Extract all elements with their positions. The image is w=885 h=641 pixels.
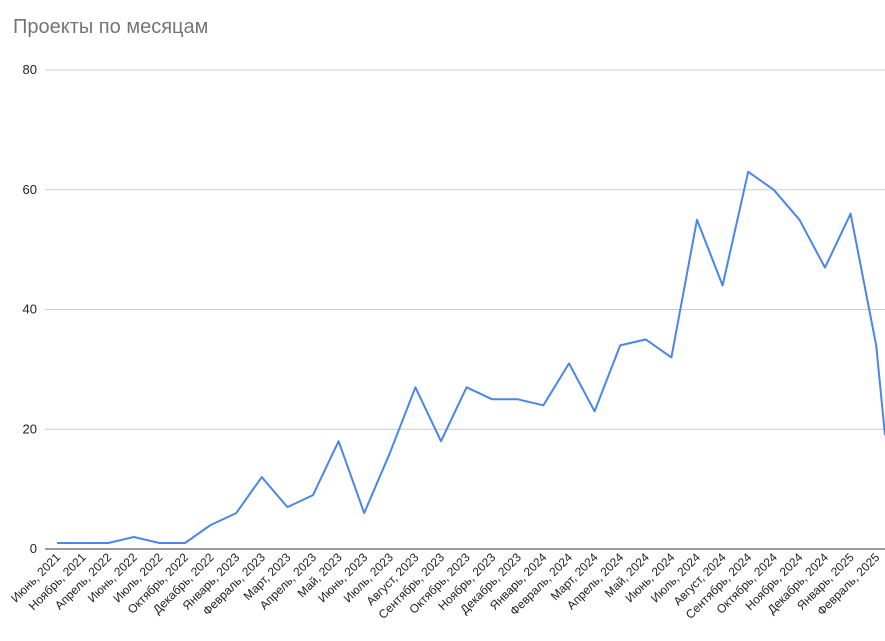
- series-group: [57, 170, 885, 544]
- chart-title: Проекты по месяцам: [13, 16, 209, 38]
- gridlines: [45, 69, 885, 550]
- series-line: [57, 170, 885, 544]
- y-tick-label: 40: [23, 302, 37, 317]
- y-tick-label: 20: [23, 421, 37, 436]
- y-tick-label: 0: [30, 541, 37, 556]
- y-tick-label: 60: [23, 182, 37, 197]
- y-axis-ticks: 0 20 40 60 80: [23, 62, 37, 556]
- y-tick-label: 80: [23, 62, 37, 77]
